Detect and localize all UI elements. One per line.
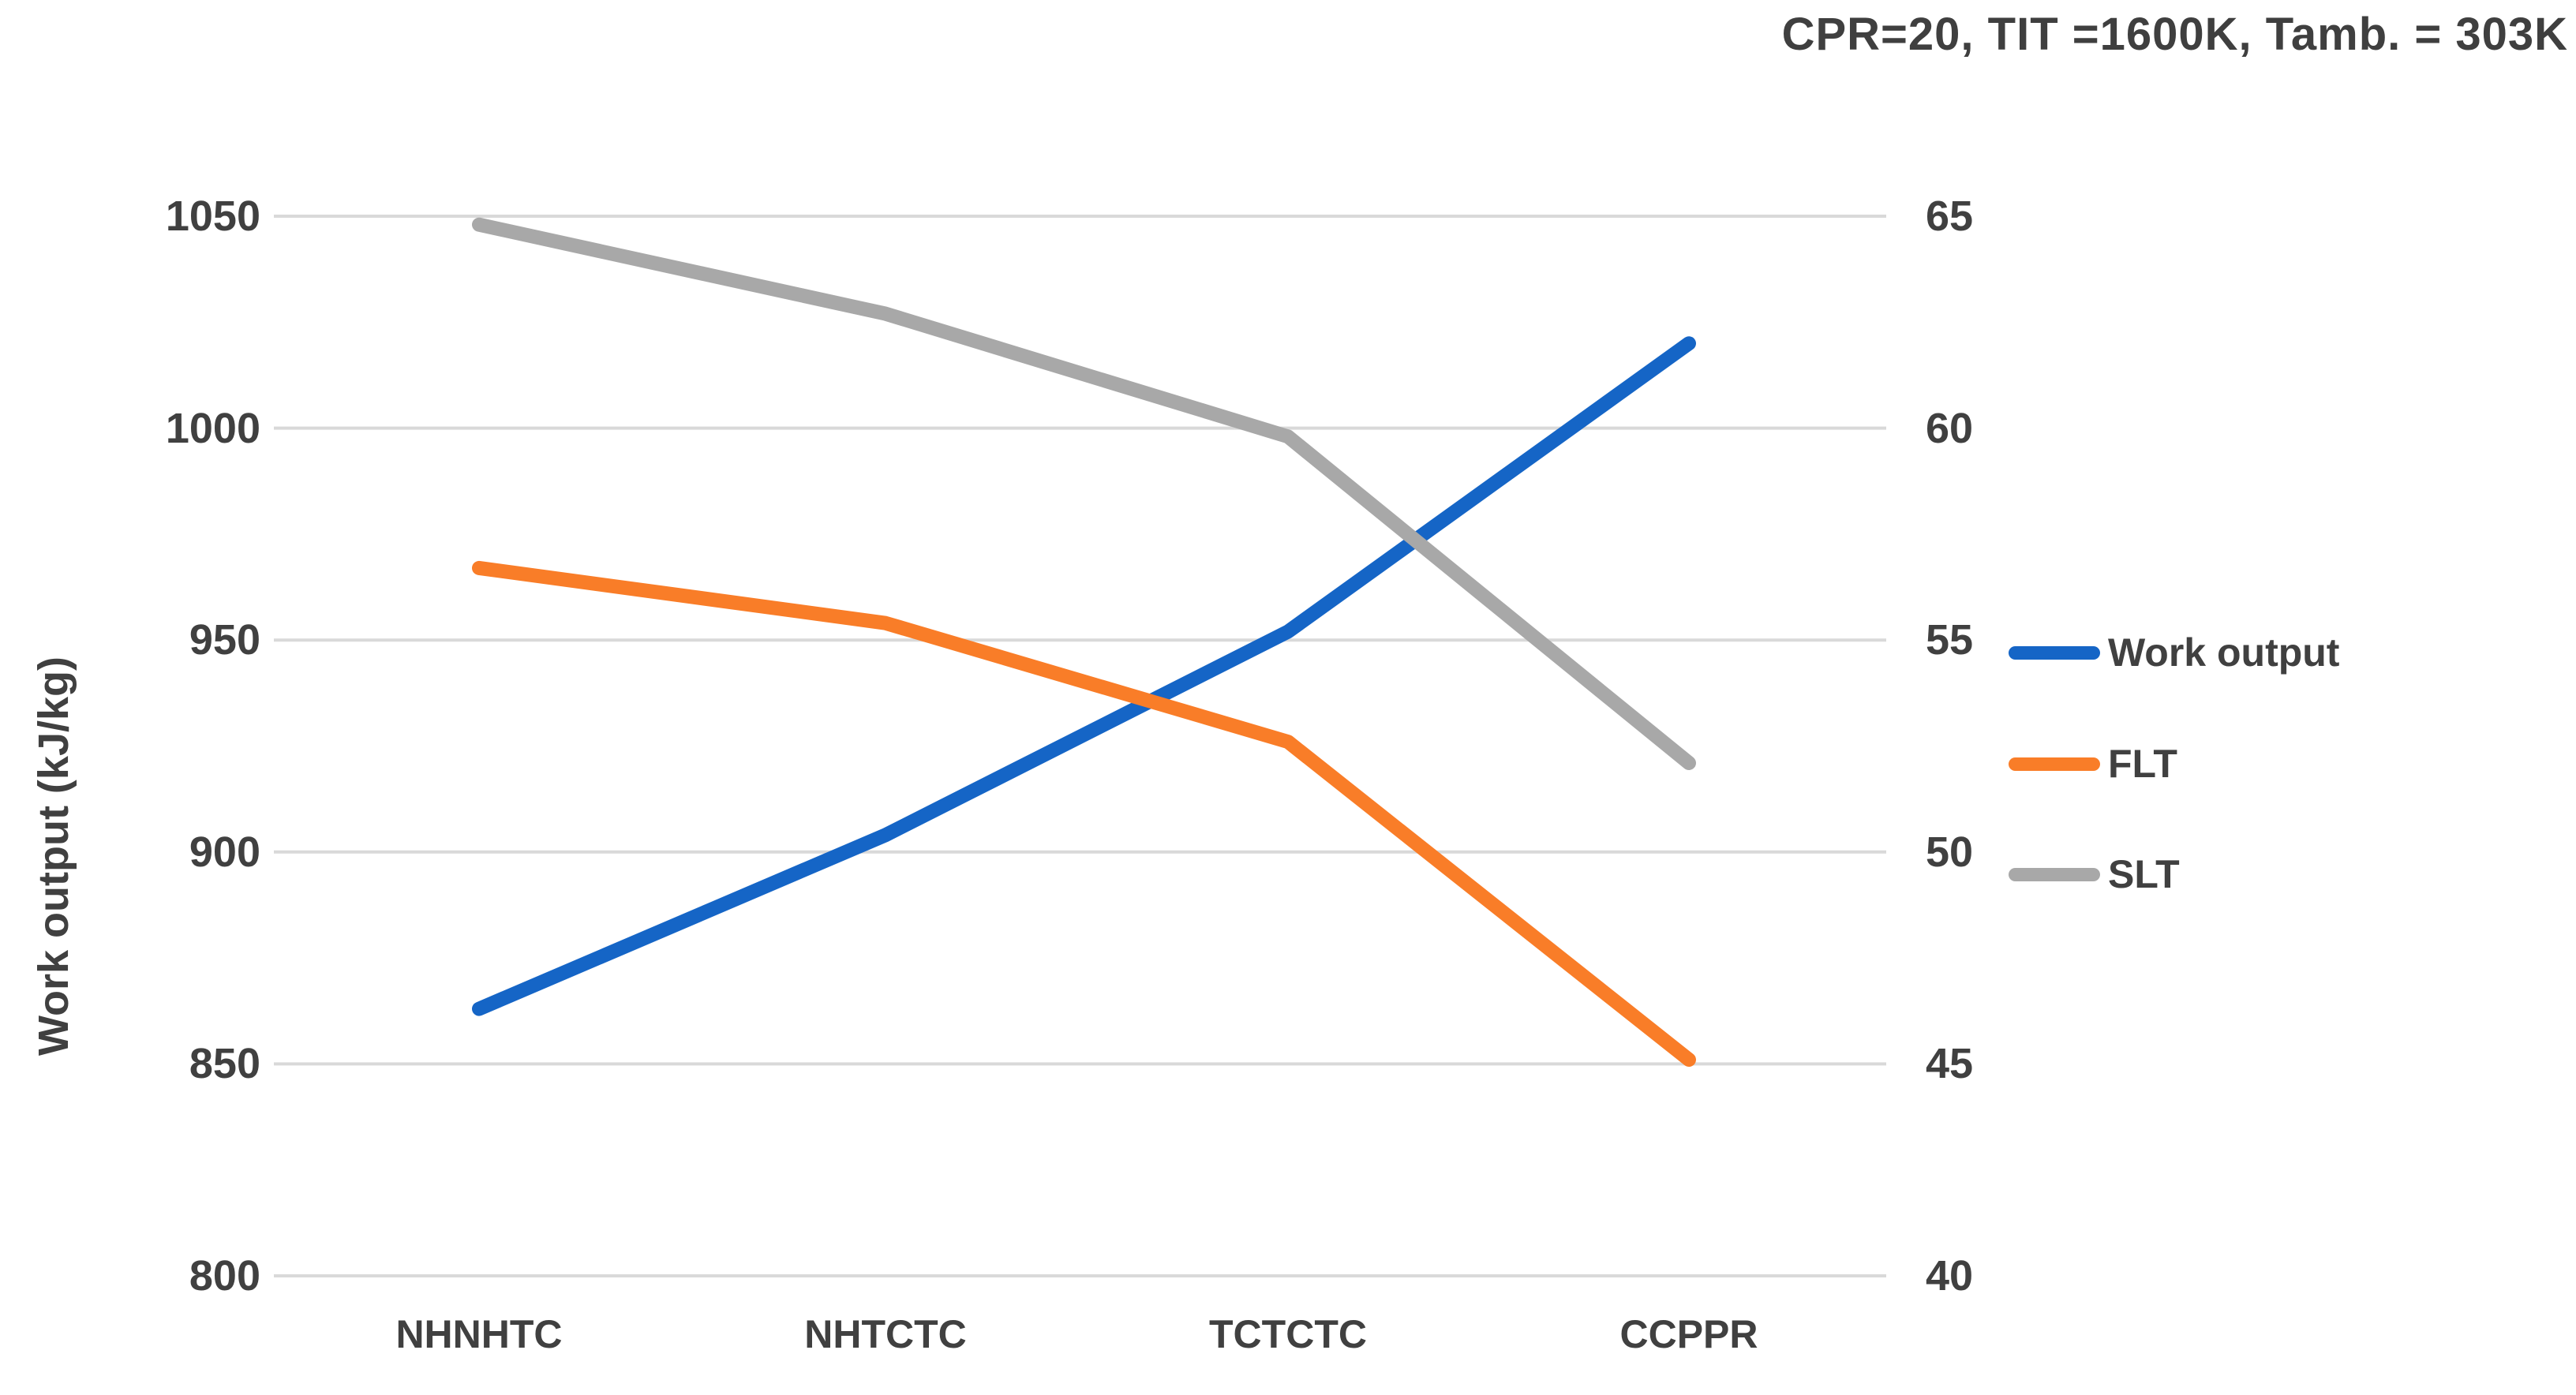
- legend-line-work-output-icon: [2009, 645, 2100, 660]
- x-axis-label-nhnhtc: NHNHTC: [395, 1312, 563, 1356]
- right-axis-tick-label: 60: [1926, 404, 1974, 452]
- legend-item-flt: FLT: [2009, 740, 2177, 787]
- legend-label-work-output: Work output: [2108, 630, 2340, 675]
- x-axis-label-ccppr: CCPPR: [1619, 1312, 1758, 1356]
- chart-title: CPR=20, TIT =1600K, Tamb. = 303K: [1781, 9, 2568, 60]
- right-axis-tick-label: 40: [1926, 1252, 1974, 1300]
- right-axis-tick-label: 65: [1926, 193, 1974, 240]
- legend-item-work-output: Work output: [2009, 629, 2339, 676]
- series-line-flt: [472, 560, 1696, 1067]
- left-axis-tick-label: 800: [189, 1252, 260, 1300]
- x-axis-label-tctctc: TCTCTC: [1209, 1312, 1367, 1356]
- left-axis-tick-label: 1050: [165, 193, 260, 240]
- legend-line-flt-icon: [2009, 757, 2100, 771]
- legend-label-slt: SLT: [2108, 852, 2180, 896]
- left-axis-tick-label: 900: [189, 828, 260, 876]
- left-axis-tick-label: 850: [189, 1040, 260, 1088]
- legend-item-slt: SLT: [2009, 851, 2180, 898]
- x-axis-label-nhtctc: NHTCTC: [804, 1312, 967, 1356]
- series-line-slt: [472, 217, 1696, 770]
- legend-label-flt: FLT: [2108, 742, 2177, 786]
- left-axis-tick-label: 1000: [165, 404, 260, 452]
- right-axis-tick-label: 55: [1926, 616, 1974, 664]
- right-axis-tick-label: 50: [1926, 828, 1974, 876]
- series-line-work-output: [472, 336, 1696, 1016]
- right-axis-tick-label: 45: [1926, 1040, 1974, 1088]
- legend-line-slt-icon: [2009, 867, 2100, 881]
- left-axis-tick-label: 950: [189, 616, 260, 664]
